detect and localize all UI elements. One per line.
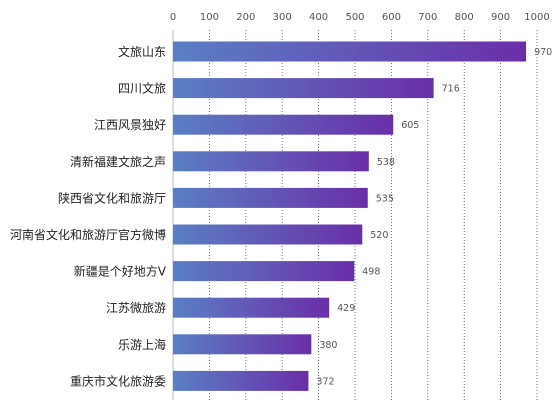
data-label: 716 xyxy=(442,84,460,95)
data-label: 970 xyxy=(534,47,552,58)
x-tick-label: 500 xyxy=(345,12,364,23)
x-tick-label: 0 xyxy=(170,12,176,23)
data-label: 429 xyxy=(337,303,355,314)
bar xyxy=(173,261,355,282)
data-label: 380 xyxy=(319,340,337,351)
x-axis-ticks: 0 100 200 300 400 500 600 700 800 900 1000 xyxy=(170,12,550,23)
x-tick-label: 600 xyxy=(382,12,401,23)
x-tick-label: 900 xyxy=(491,12,510,23)
bar xyxy=(173,370,309,391)
x-tick-label: 300 xyxy=(273,12,292,23)
data-label: 605 xyxy=(401,120,419,131)
data-labels: 970 716 605 538 535 520 498 429 380 372 xyxy=(316,47,552,387)
data-label: 535 xyxy=(376,193,394,204)
data-label: 372 xyxy=(316,376,334,387)
x-tick-label: 200 xyxy=(236,12,255,23)
bar xyxy=(173,78,434,99)
bar xyxy=(173,334,312,355)
category-label: 清新福建文旅之声 xyxy=(70,154,166,169)
bar xyxy=(173,224,363,245)
x-tick-label: 1000 xyxy=(524,12,549,23)
data-label: 538 xyxy=(377,157,395,168)
x-tick-label: 400 xyxy=(309,12,328,23)
data-label: 498 xyxy=(362,267,380,278)
category-label: 江苏微旅游 xyxy=(106,301,166,315)
bar xyxy=(173,151,369,172)
category-label: 陕西省文化和旅游厅 xyxy=(58,190,166,205)
category-label: 江西风景独好 xyxy=(94,118,166,132)
category-label: 新疆是个好地方V xyxy=(74,264,167,279)
bar xyxy=(173,297,330,318)
x-tick-label: 100 xyxy=(200,12,219,23)
category-label: 文旅山东 xyxy=(118,44,166,59)
bar xyxy=(173,41,527,62)
bar xyxy=(173,114,394,135)
x-tick-label: 800 xyxy=(455,12,474,23)
data-label: 520 xyxy=(370,230,388,241)
category-label: 重庆市文化旅游委 xyxy=(70,373,166,388)
category-label: 乐游上海 xyxy=(118,337,166,352)
bars xyxy=(173,41,527,391)
category-label: 河南省文化和旅游厅官方微博 xyxy=(10,227,166,242)
category-label: 四川文旅 xyxy=(118,81,166,96)
category-labels: 文旅山东四川文旅江西风景独好清新福建文旅之声陕西省文化和旅游厅河南省文化和旅游厅… xyxy=(10,44,167,388)
bar xyxy=(173,187,368,208)
x-tick-label: 700 xyxy=(418,12,437,23)
